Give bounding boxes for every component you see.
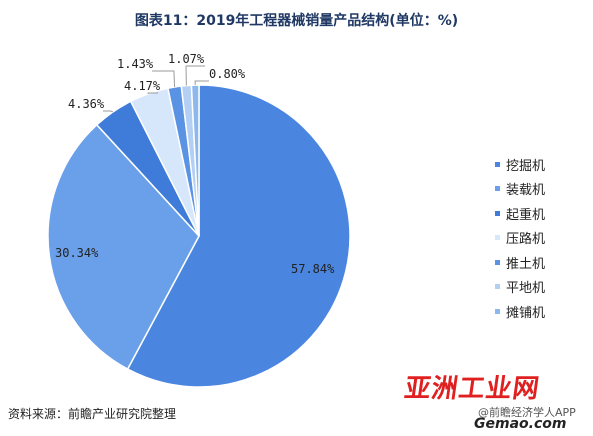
legend-swatch <box>495 259 500 265</box>
data-label-paver: 0.80% <box>209 67 246 81</box>
legend-item-grader: 平地机 <box>495 275 545 300</box>
data-label-bulldozer: 1.43% <box>117 57 154 71</box>
legend-item-crane: 起重机 <box>495 201 545 226</box>
pie-slice-paver <box>190 84 200 237</box>
legend-label: 摊铺机 <box>506 305 546 321</box>
pie-slice-loader <box>47 123 200 371</box>
legend-swatch <box>495 284 500 290</box>
leader-line-crane <box>103 110 114 113</box>
pie-slice-excavator <box>126 84 351 388</box>
legend-item-paver: 摊铺机 <box>495 299 545 324</box>
legend-swatch <box>495 186 500 192</box>
legend-item-bulldozer: 推土机 <box>495 250 545 275</box>
legend-label: 装载机 <box>506 183 546 199</box>
leader-line-road-roller <box>147 92 158 95</box>
legend-label: 压路机 <box>506 232 546 248</box>
legend-item-road-roller: 压路机 <box>495 226 545 251</box>
watermark-logo: 亚洲工业网 <box>402 374 542 404</box>
data-label-grader: 1.07% <box>168 52 205 66</box>
legend-swatch <box>495 235 500 241</box>
legend-label: 推土机 <box>506 256 546 272</box>
watermark-url: Gemao.com <box>474 416 567 432</box>
source-note: 资料来源：前瞻产业研究院整理 <box>8 407 177 421</box>
leader-line-grader <box>185 65 205 86</box>
watermark-subtext: @前瞻经济学人APP <box>478 406 576 419</box>
data-label-road-roller: 4.17% <box>124 79 161 93</box>
legend-label: 挖掘机 <box>506 158 546 174</box>
legend-label: 平地机 <box>506 281 546 297</box>
data-label-excavator: 57.84% <box>291 262 335 276</box>
legend-label: 起重机 <box>506 207 546 223</box>
leader-line-paver <box>194 80 209 86</box>
data-label-loader: 30.34% <box>55 246 99 260</box>
legend: 挖掘机装载机起重机压路机推土机平地机摊铺机 <box>495 152 545 324</box>
legend-swatch <box>495 210 500 216</box>
leader-line-bulldozer <box>152 70 176 88</box>
legend-item-loader: 装载机 <box>495 177 545 202</box>
data-label-crane: 4.36% <box>68 97 105 111</box>
legend-swatch <box>495 161 500 167</box>
legend-item-excavator: 挖掘机 <box>495 152 545 177</box>
legend-swatch <box>495 308 500 314</box>
chart-title: 图表11：2019年工程器械销量产品结构(单位：%) <box>134 13 459 29</box>
